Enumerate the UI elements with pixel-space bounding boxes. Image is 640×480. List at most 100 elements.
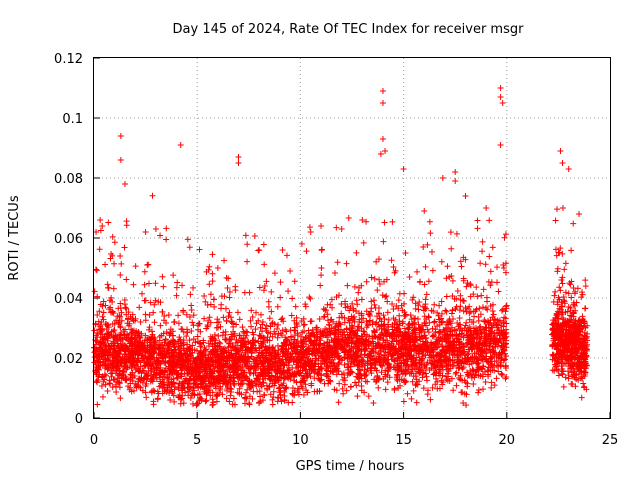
data-point (567, 281, 574, 288)
data-point (378, 369, 385, 376)
data-point (199, 368, 206, 375)
data-point (478, 366, 485, 373)
data-point (245, 339, 252, 346)
data-point (173, 367, 180, 374)
data-point (230, 363, 237, 370)
data-point (500, 264, 507, 271)
data-point (102, 372, 109, 379)
data-point (107, 380, 114, 387)
data-point (407, 312, 414, 319)
data-point (363, 218, 370, 225)
data-point (219, 332, 226, 339)
data-point (264, 334, 271, 341)
data-point (453, 382, 460, 389)
data-point (485, 336, 492, 343)
data-point (179, 326, 186, 333)
data-point (204, 321, 211, 328)
data-point (422, 296, 429, 303)
data-point (374, 339, 381, 346)
data-point (241, 395, 248, 402)
data-point (481, 329, 488, 336)
data-point (232, 355, 239, 362)
data-point (209, 402, 216, 409)
data-point (335, 353, 342, 360)
data-point (428, 248, 435, 255)
data-point (443, 308, 450, 315)
data-point (311, 360, 318, 367)
data-point (469, 346, 476, 353)
data-point (290, 371, 297, 378)
data-point (198, 341, 205, 348)
data-point (408, 395, 415, 402)
data-point (557, 287, 564, 294)
data-point (434, 309, 441, 316)
data-point (572, 383, 579, 390)
data-point (427, 342, 434, 349)
data-point (414, 268, 421, 275)
data-point (209, 251, 216, 258)
data-point (310, 347, 317, 354)
data-point (206, 365, 213, 372)
data-point (561, 298, 568, 305)
data-point (487, 349, 494, 356)
data-point (573, 345, 580, 352)
data-point (175, 394, 182, 401)
data-point (211, 303, 218, 310)
data-point (254, 354, 261, 361)
data-point (107, 304, 114, 311)
data-point (393, 337, 400, 344)
data-point (422, 370, 429, 377)
data-point (422, 263, 429, 270)
data-point (343, 260, 350, 267)
data-point (414, 381, 421, 388)
data-point (242, 360, 249, 367)
data-point (356, 367, 363, 374)
data-point (368, 362, 375, 369)
data-point (188, 391, 195, 398)
data-point (391, 385, 398, 392)
data-point (264, 362, 271, 369)
data-point (431, 301, 438, 308)
data-point (305, 355, 312, 362)
data-point (125, 309, 132, 316)
data-point (443, 356, 450, 363)
data-point (500, 323, 507, 330)
data-point (162, 336, 169, 343)
data-point (572, 288, 579, 295)
data-point (288, 345, 295, 352)
data-point (234, 309, 241, 316)
data-point (441, 328, 448, 335)
data-point (244, 386, 251, 393)
data-point (157, 232, 164, 239)
data-point (476, 324, 483, 331)
data-point (104, 335, 111, 342)
data-point (205, 342, 212, 349)
data-point (344, 339, 351, 346)
data-point (111, 239, 118, 246)
data-point (382, 386, 389, 393)
data-point (338, 371, 345, 378)
data-point (190, 387, 197, 394)
data-point (182, 389, 189, 396)
data-point (376, 276, 383, 283)
data-point (434, 323, 441, 330)
data-point (223, 395, 230, 402)
data-point (212, 344, 219, 351)
data-point (495, 288, 502, 295)
data-point (554, 206, 561, 213)
data-point (220, 350, 227, 357)
data-point (279, 247, 286, 254)
data-point (476, 305, 483, 312)
data-point (473, 350, 480, 357)
data-point (382, 367, 389, 374)
data-point (429, 267, 436, 274)
data-point (111, 339, 118, 346)
data-point (224, 285, 231, 292)
data-point (364, 321, 371, 328)
data-point (363, 278, 370, 285)
data-point (321, 313, 328, 320)
data-point (165, 374, 172, 381)
data-point (488, 279, 495, 286)
data-point (409, 296, 416, 303)
data-point (370, 327, 377, 334)
